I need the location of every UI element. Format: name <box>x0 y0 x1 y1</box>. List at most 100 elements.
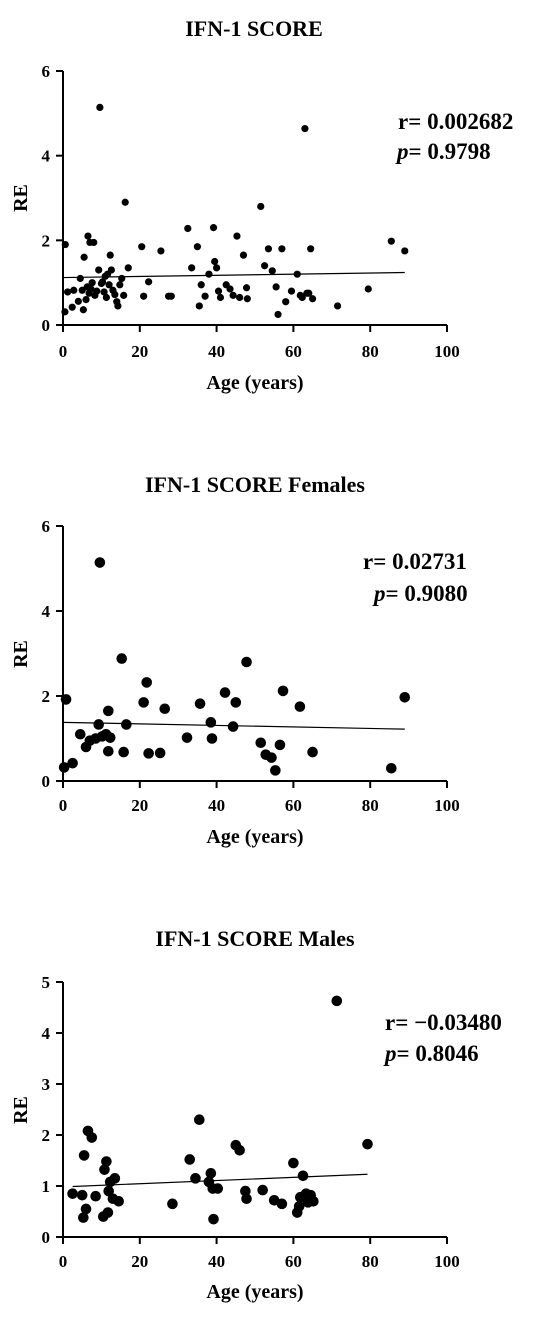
data-point <box>257 202 265 211</box>
data-point <box>261 262 269 270</box>
data-point <box>167 292 175 300</box>
data-point <box>140 292 148 300</box>
data-point <box>270 765 281 776</box>
data-point <box>184 1154 196 1165</box>
data-point <box>216 293 225 302</box>
data-point <box>331 995 343 1007</box>
y-axis-label: RE <box>10 640 32 668</box>
data-point <box>243 295 251 303</box>
data-point <box>226 285 234 293</box>
chart-title: IFN-1 SCORE Females <box>145 472 365 497</box>
data-point <box>234 1145 245 1156</box>
data-point <box>239 251 248 259</box>
y-tick-label: 2 <box>42 231 51 250</box>
data-point <box>121 719 132 730</box>
data-point <box>78 1212 89 1223</box>
chart-panel-1: IFN-1 SCORE 0 20 40 60 80 100 0 2 4 6 Age (years) RE… <box>10 16 513 394</box>
data-point <box>143 748 154 759</box>
data-point <box>230 697 242 708</box>
p-label: p <box>395 139 409 164</box>
data-point <box>138 697 149 708</box>
data-point <box>96 103 104 112</box>
data-point <box>181 732 193 743</box>
data-point <box>197 281 205 289</box>
data-point <box>293 270 301 278</box>
y-tick-label: 0 <box>42 316 51 335</box>
data-point <box>205 270 213 278</box>
data-point <box>255 737 267 749</box>
data-point <box>214 287 223 295</box>
data-point <box>272 283 280 291</box>
data-point <box>242 284 251 292</box>
data-point <box>211 257 219 266</box>
x-tick-label: 80 <box>362 1252 379 1271</box>
data-point <box>307 746 318 758</box>
data-point <box>101 1156 112 1167</box>
data-point <box>64 288 72 296</box>
x-tick-label: 0 <box>59 1252 68 1271</box>
data-point <box>90 1190 101 1202</box>
r-statistic: r= 0.02731 <box>363 549 467 574</box>
data-point <box>333 302 342 310</box>
regression-line <box>72 1173 368 1188</box>
x-tick-label: 60 <box>285 796 302 815</box>
data-point <box>241 656 252 668</box>
data-point <box>266 752 277 763</box>
data-point <box>116 281 124 289</box>
data-point <box>98 278 107 286</box>
data-point <box>157 247 165 255</box>
data-point <box>206 733 218 744</box>
data-point <box>76 1189 88 1201</box>
data-point <box>386 762 397 774</box>
data-point <box>99 1164 110 1175</box>
data-point <box>87 285 95 293</box>
x-tick-label: 40 <box>208 1252 225 1271</box>
y-tick-label: 3 <box>42 1075 51 1094</box>
data-point <box>229 291 237 299</box>
data-point <box>236 293 244 302</box>
y-tick-label: 0 <box>42 772 51 791</box>
data-point <box>113 1196 124 1207</box>
p-value: = 0.9798 <box>409 139 491 164</box>
data-point <box>82 296 90 304</box>
data-point <box>104 732 116 743</box>
data-point <box>257 1184 268 1196</box>
data-point <box>282 298 290 306</box>
y-tick-label: 1 <box>42 1177 51 1196</box>
data-point <box>274 739 286 751</box>
data-point <box>298 293 306 302</box>
data-point <box>94 557 106 568</box>
data-point <box>362 1138 373 1150</box>
regression-line <box>62 271 405 279</box>
p-statistic: p= 0.9798 <box>395 139 491 164</box>
data-point <box>190 1173 201 1184</box>
data-point <box>195 302 203 310</box>
data-point <box>145 278 153 286</box>
y-tick-label: 4 <box>42 147 51 166</box>
data-point <box>399 691 411 703</box>
data-point <box>116 653 128 664</box>
data-point <box>294 701 306 712</box>
r-label: r= <box>398 109 427 134</box>
data-point <box>268 267 276 275</box>
data-point <box>308 1196 319 1207</box>
x-tick-label: 40 <box>208 796 225 815</box>
data-point <box>67 757 78 769</box>
data-point <box>293 1201 305 1212</box>
data-point <box>118 274 126 283</box>
data-point <box>277 685 289 697</box>
x-axis-label: Age (years) <box>206 826 303 848</box>
y-tick-label: 6 <box>42 517 51 536</box>
data-point <box>307 245 315 253</box>
data-point <box>80 253 88 261</box>
data-point <box>219 687 231 698</box>
data-point <box>167 1198 178 1210</box>
data-point <box>138 243 146 251</box>
y-tick-label: 2 <box>42 687 51 706</box>
y-axis-label: RE <box>10 184 32 212</box>
r-statistic: r= −0.03480 <box>385 1010 502 1035</box>
data-point <box>194 1114 205 1125</box>
data-point <box>213 264 221 272</box>
x-tick-label: 100 <box>434 1252 460 1271</box>
